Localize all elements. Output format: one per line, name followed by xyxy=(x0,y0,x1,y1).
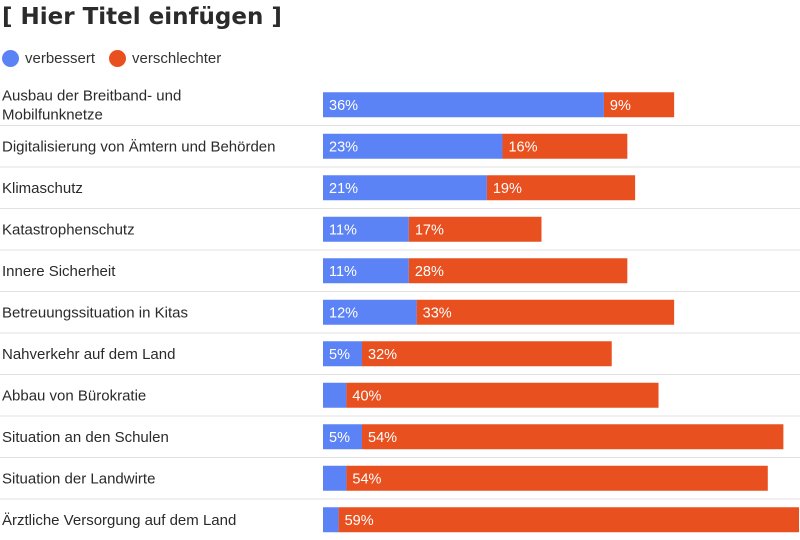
data-label-verschlechtert: 54% xyxy=(368,430,397,446)
data-label-verbessert: 5% xyxy=(329,430,350,446)
category-label: Klimaschutz xyxy=(2,180,83,197)
bar-verschlechtert xyxy=(416,299,675,325)
legend-item-verschlechtert: verschlechter xyxy=(109,50,221,67)
legend-swatch-verbessert xyxy=(2,50,19,67)
legend-swatch-verschlechtert xyxy=(109,50,127,67)
bar-verschlechtert xyxy=(362,424,784,450)
category-label: Situation an den Schulen xyxy=(2,429,169,446)
chart-title: [ Hier Titel einfügen ] xyxy=(2,4,282,30)
data-label-verschlechtert: 9% xyxy=(610,98,631,114)
bar-verschlechtert xyxy=(408,216,542,242)
bar-verbessert xyxy=(323,133,503,159)
bar-verbessert xyxy=(323,175,487,201)
category-label: Betreuungssituation in Kitas xyxy=(2,304,188,321)
data-label-verschlechtert: 59% xyxy=(345,513,374,529)
bar-verbessert xyxy=(323,465,347,491)
legend-label-verschlechtert: verschlechter xyxy=(132,50,222,67)
bar-verschlechtert xyxy=(346,465,768,491)
data-label-verschlechtert: 17% xyxy=(415,222,444,238)
bar-verbessert xyxy=(323,258,409,284)
bar-verbessert xyxy=(323,299,417,325)
bar-verbessert xyxy=(323,341,363,367)
category-label: Innere Sicherheit xyxy=(2,263,116,280)
data-label-verbessert: 11% xyxy=(329,264,357,280)
bar-verschlechtert xyxy=(502,133,628,159)
category-label: Ärztliche Versorgung auf dem Land xyxy=(2,512,236,529)
legend: verbessert verschlechter xyxy=(2,50,235,67)
data-label-verschlechtert: 54% xyxy=(352,471,381,487)
bar-verschlechtert xyxy=(486,175,636,201)
data-label-verbessert: 11% xyxy=(329,222,357,238)
category-label: Situation der Landwirte xyxy=(2,470,155,487)
bar-verschlechtert xyxy=(408,258,628,284)
bar-verbessert xyxy=(323,92,604,118)
data-label-verschlechtert: 40% xyxy=(352,388,381,404)
data-label-verschlechtert: 32% xyxy=(368,347,397,363)
data-label-verbessert: 23% xyxy=(329,139,358,155)
bar-verbessert xyxy=(323,216,409,242)
category-label: Digitalisierung von Ämtern und Behörden xyxy=(2,138,276,155)
bar-verschlechtert xyxy=(346,382,659,408)
bar-verschlechtert xyxy=(603,92,675,118)
data-label-verschlechtert: 33% xyxy=(423,305,452,321)
bar-verschlechtert xyxy=(362,341,612,367)
bar-verbessert xyxy=(323,382,347,408)
data-label-verbessert: 5% xyxy=(329,347,350,363)
legend-item-verbessert: verbessert xyxy=(2,50,95,67)
data-label-verbessert: 21% xyxy=(329,181,358,197)
data-label-verschlechtert: 16% xyxy=(508,139,537,155)
category-label: Abbau von Bürokratie xyxy=(2,387,146,404)
data-label-verschlechtert: 28% xyxy=(415,264,444,280)
category-label: Katastrophenschutz xyxy=(2,221,135,238)
category-label: Nahverkehr auf dem Land xyxy=(2,346,175,363)
bar-verbessert xyxy=(323,507,339,533)
data-label-verbessert: 12% xyxy=(329,305,358,321)
data-label-verbessert: 36% xyxy=(329,98,358,114)
category-label: Ausbau der Breitband- und Mobilfunknetze xyxy=(2,87,181,123)
bar-verschlechtert xyxy=(338,507,799,533)
data-label-verschlechtert: 19% xyxy=(493,181,522,197)
bar-verbessert xyxy=(323,424,363,450)
legend-label-verbessert: verbessert xyxy=(25,50,96,67)
